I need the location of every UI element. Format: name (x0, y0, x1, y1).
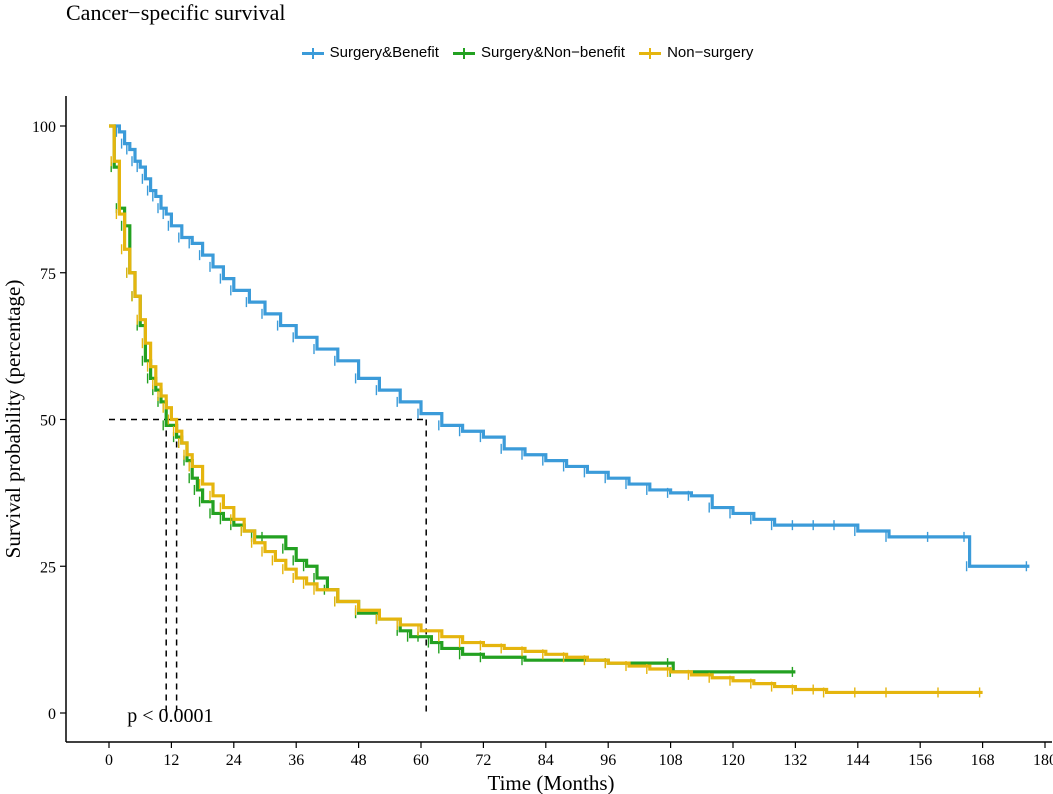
p-value-annotation: p < 0.0001 (127, 705, 213, 727)
survival-curve-2 (109, 124, 983, 695)
legend-item-non-surgery: Non−surgery (637, 44, 753, 61)
x-tick-label: 12 (163, 752, 179, 769)
y-tick-label: 25 (40, 559, 56, 576)
x-tick-label: 168 (971, 752, 995, 769)
x-tick-label: 84 (538, 752, 554, 769)
x-tick-label: 36 (288, 752, 304, 769)
legend-swatch-icon (300, 47, 326, 59)
legend-label: Surgery&Non−benefit (481, 44, 625, 61)
x-tick-label: 24 (226, 752, 242, 769)
x-tick-label: 132 (783, 752, 807, 769)
x-tick-label: 96 (600, 752, 616, 769)
legend-item-surgery-benefit: Surgery&Benefit (300, 44, 439, 61)
legend-swatch-icon (451, 47, 477, 59)
y-axis-label: Survival probability (percentage) (1, 280, 25, 559)
legend-item-surgery-non-benefit: Surgery&Non−benefit (451, 44, 625, 61)
x-axis-label: Time (Months) (488, 771, 615, 794)
y-tick-label: 75 (40, 266, 56, 283)
survival-curve-1 (109, 124, 796, 674)
legend: Surgery&Benefit Surgery&Non−benefit Non−… (0, 44, 1053, 63)
x-tick-label: 72 (475, 752, 491, 769)
x-tick-label: 180 (1033, 752, 1053, 769)
x-tick-label: 48 (351, 752, 367, 769)
x-tick-label: 120 (721, 752, 745, 769)
legend-label: Surgery&Benefit (329, 44, 439, 61)
chart-title: Cancer−specific survival (66, 0, 286, 25)
x-tick-label: 108 (659, 752, 683, 769)
legend-swatch-icon (637, 47, 663, 59)
x-tick-label: 0 (105, 752, 113, 769)
y-tick-label: 50 (40, 413, 56, 430)
x-tick-label: 156 (908, 752, 932, 769)
legend-label: Non−surgery (667, 44, 754, 61)
x-tick-label: 144 (846, 752, 870, 769)
survival-curve-0 (114, 124, 1030, 568)
y-tick-label: 100 (32, 119, 56, 136)
y-tick-label: 0 (48, 706, 56, 723)
x-tick-label: 60 (413, 752, 429, 769)
